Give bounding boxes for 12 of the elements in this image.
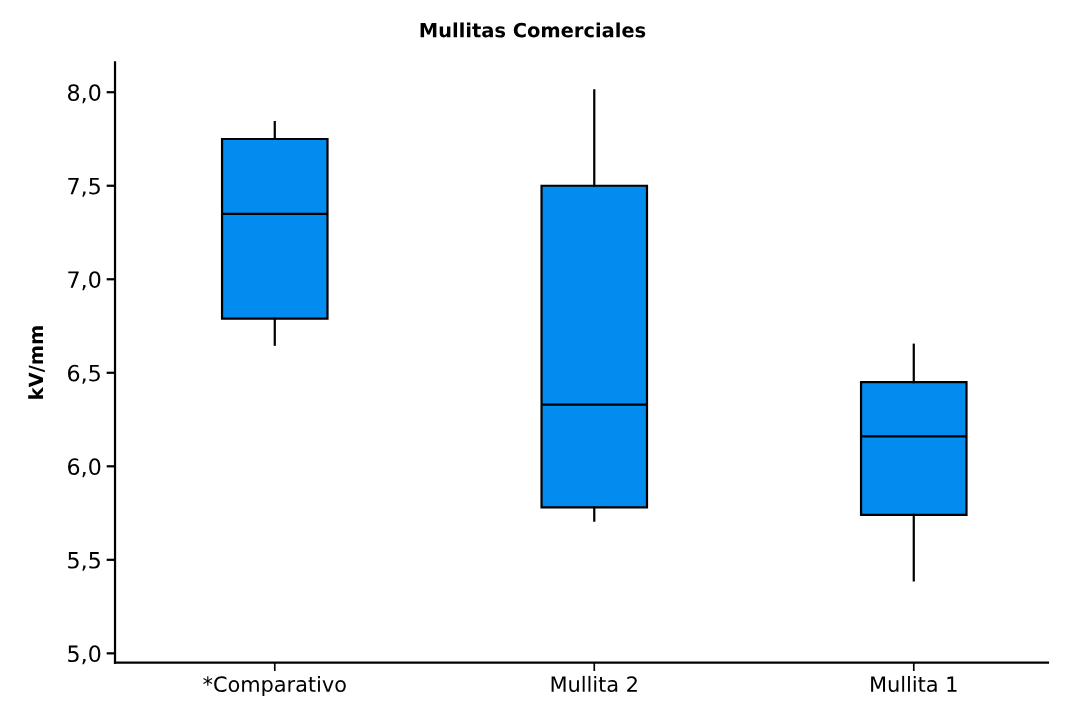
y-axis-title: kV/mm	[28, 326, 45, 399]
y-tick-label: 8,0	[67, 84, 101, 104]
x-tick-label: Mullita 2	[551, 675, 637, 693]
y-tick-label: 5,5	[68, 552, 100, 571]
x-tick-label: Mullita 1	[871, 675, 957, 693]
y-tick-label: 5,0	[68, 645, 101, 665]
x-tick-label: *Comparativo	[203, 675, 346, 697]
y-tick-label: 7,5	[68, 177, 100, 197]
chart-title: Mullitas Comerciales	[420, 22, 646, 38]
y-tick-label: 7,0	[68, 271, 101, 291]
y-tick-label: 6,5	[68, 364, 100, 384]
y-tick-label: 6,0	[68, 458, 101, 478]
